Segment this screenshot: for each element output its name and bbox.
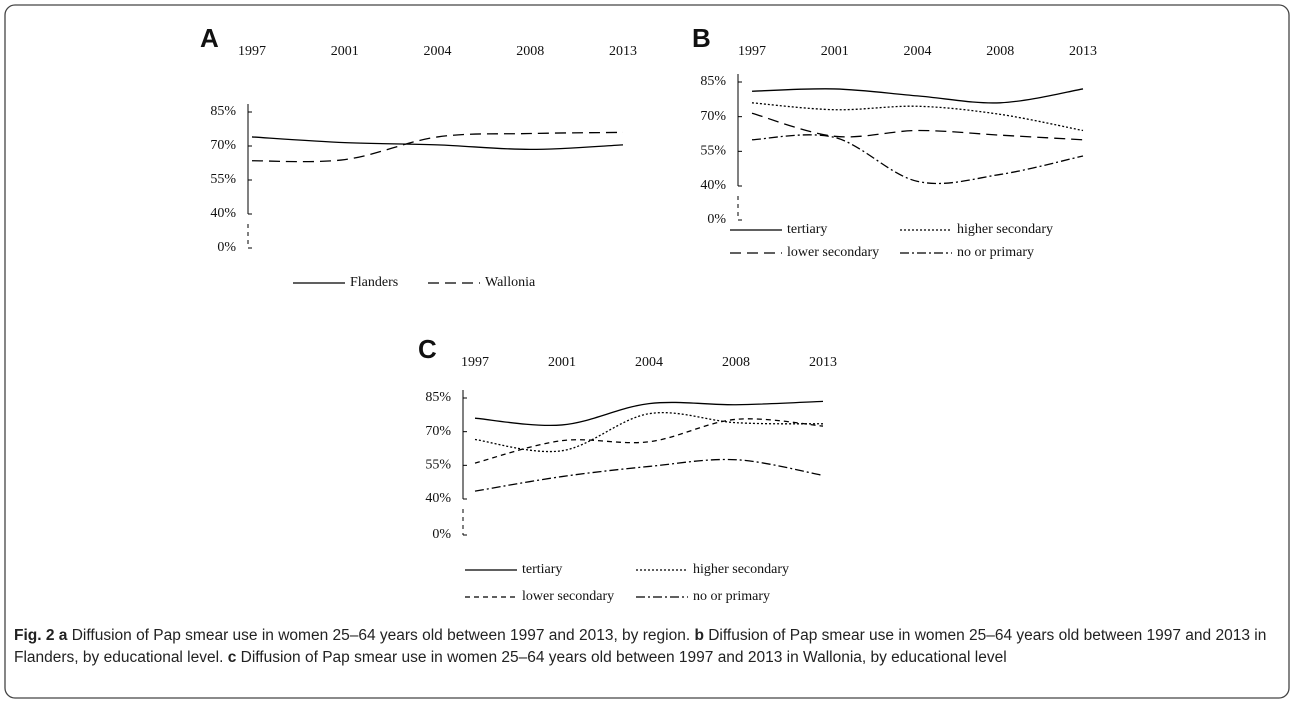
series-line: [751, 112, 1084, 141]
legend-label: Wallonia: [485, 275, 536, 290]
series-line: [474, 412, 824, 453]
y-tick-label: 55%: [210, 172, 236, 187]
x-tick-label: 1997: [738, 44, 766, 59]
caption: Fig. 2 a Diffusion of Pap smear use in w…: [14, 625, 1276, 669]
legend-label: lower secondary: [522, 589, 614, 604]
figure-label: Fig. 2: [14, 627, 55, 644]
y-tick-label: 55%: [700, 144, 726, 159]
series-line: [751, 88, 1084, 104]
x-tick-label: 1997: [238, 44, 266, 59]
panel-label: A: [200, 23, 219, 53]
x-tick-label: 2013: [809, 355, 837, 370]
x-tick-label: 2004: [904, 44, 932, 59]
legend-label: no or primary: [693, 589, 770, 604]
panel-label: B: [692, 23, 711, 53]
legend-label: tertiary: [787, 222, 827, 237]
legend-label: Flanders: [350, 275, 398, 290]
x-tick-label: 1997: [461, 355, 489, 370]
series-line: [474, 418, 824, 464]
x-tick-label: 2001: [548, 355, 576, 370]
y-tick-label: 40%: [425, 491, 451, 506]
x-tick-label: 2013: [609, 44, 637, 59]
part-text: Diffusion of Pap smear use in women 25–6…: [14, 627, 1267, 666]
y-tick-label: 85%: [425, 390, 451, 405]
x-tick-label: 2013: [1069, 44, 1097, 59]
x-tick-label: 2008: [986, 44, 1014, 59]
frame: [4, 4, 1290, 699]
y-tick-label: 85%: [700, 74, 726, 89]
legend-label: lower secondary: [787, 245, 879, 260]
legend-label: higher secondary: [693, 562, 789, 577]
x-tick-label: 2001: [821, 44, 849, 59]
panel-label: C: [418, 334, 437, 364]
series-line: [474, 458, 824, 492]
y-tick-label: 0%: [217, 240, 236, 255]
x-tick-label: 2004: [635, 355, 663, 370]
x-tick-label: 2001: [331, 44, 359, 59]
legend-label: no or primary: [957, 245, 1034, 260]
part-text: Diffusion of Pap smear use in women 25–6…: [240, 649, 1007, 666]
series-line: [751, 134, 1084, 185]
y-tick-label: 40%: [210, 206, 236, 221]
series-line: [474, 400, 824, 427]
y-tick-label: 40%: [700, 178, 726, 193]
x-tick-label: 2008: [516, 44, 544, 59]
y-tick-label: 70%: [700, 109, 726, 124]
y-tick-label: 0%: [707, 212, 726, 227]
series-line: [251, 131, 624, 163]
y-tick-label: 70%: [425, 424, 451, 439]
series-line: [251, 136, 624, 151]
legend-label: higher secondary: [957, 222, 1053, 237]
y-tick-label: 70%: [210, 138, 236, 153]
y-tick-label: 0%: [432, 527, 451, 542]
x-tick-label: 2008: [722, 355, 750, 370]
y-tick-label: 55%: [425, 458, 451, 473]
part-label: c: [227, 649, 237, 666]
part-label: a: [58, 627, 68, 644]
part-label: b: [694, 627, 704, 644]
y-tick-label: 85%: [210, 104, 236, 119]
series-line: [751, 102, 1084, 132]
legend-label: tertiary: [522, 562, 562, 577]
x-tick-label: 2004: [424, 44, 452, 59]
part-text: Diffusion of Pap smear use in women 25–6…: [71, 627, 691, 644]
